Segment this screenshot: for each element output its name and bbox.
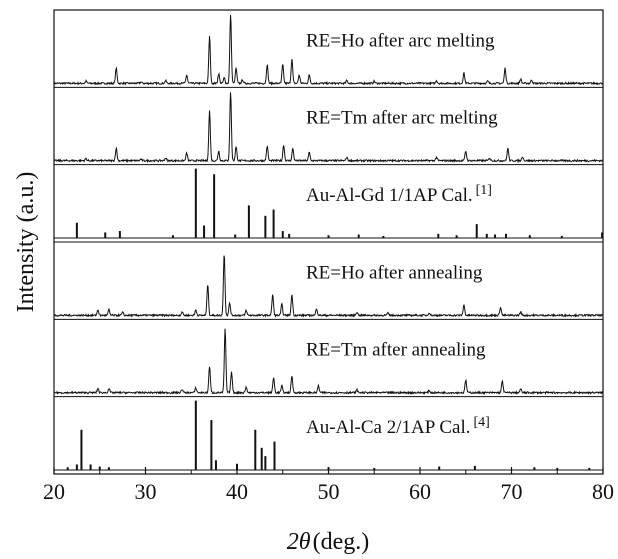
panel-label-6: Au-Al-Ca 2/1AP Cal. [4] [306, 415, 490, 438]
x-tick-label: 50 [318, 479, 340, 504]
x-tick-label: 30 [135, 479, 157, 504]
panels-layer: RE=Ho after arc melting RE=Tm after arc m… [53, 14, 604, 471]
panel-label-text: RE=Tm after arc melting [306, 108, 498, 129]
pattern-line-4 [53, 255, 604, 318]
x-tick-label: 20 [43, 479, 65, 504]
panel-label-2: RE=Tm after arc melting [306, 108, 498, 129]
panel-label-text: Au-Al-Ca 2/1AP Cal. [306, 417, 470, 438]
x-tick-label: 40 [226, 479, 248, 504]
panel-label-ref: [4] [473, 415, 489, 430]
panel-2: RE=Tm after arc melting [53, 86, 604, 164]
panel-label-5: RE=Tm after annealing [306, 340, 486, 361]
panel-label-4: RE=Ho after annealing [306, 262, 483, 283]
x-tick-label: 70 [501, 479, 523, 504]
panel-3: Au-Al-Gd 1/1AP Cal. [1] [54, 164, 604, 239]
panel-5: RE=Tm after annealing [53, 318, 604, 396]
panel-6: Au-Al-Ca 2/1AP Cal. [4] [54, 396, 603, 471]
x-axis-symbol: 2θ [287, 529, 311, 555]
x-axis-unit: (deg.) [313, 529, 370, 555]
pattern-line-2 [53, 92, 604, 164]
panel-1: RE=Ho after arc melting [53, 14, 604, 86]
x-tick-label: 80 [592, 479, 614, 504]
panel-label-ref: [1] [476, 183, 492, 198]
x-tick-label: 60 [409, 479, 431, 504]
panel-label-text: RE=Tm after annealing [306, 340, 486, 361]
panel-label-3: Au-Al-Gd 1/1AP Cal. [1] [306, 183, 492, 206]
x-ticks: 20 30 40 50 60 70 80 [43, 467, 614, 504]
x-axis-title: 2θ(deg.) [287, 529, 369, 555]
panel-label-text: RE=Ho after annealing [306, 262, 483, 283]
panel-label-1: RE=Ho after arc melting [306, 30, 495, 51]
plot-frame [53, 9, 604, 475]
panel-4: RE=Ho after annealing [53, 241, 604, 318]
pattern-line-1 [53, 14, 604, 86]
panel-label-text: RE=Ho after arc melting [306, 30, 495, 51]
pattern-line-5 [53, 328, 604, 396]
y-axis-title: Intensity (a.u.) [13, 172, 39, 313]
panel-label-text: Au-Al-Gd 1/1AP Cal. [306, 185, 473, 206]
